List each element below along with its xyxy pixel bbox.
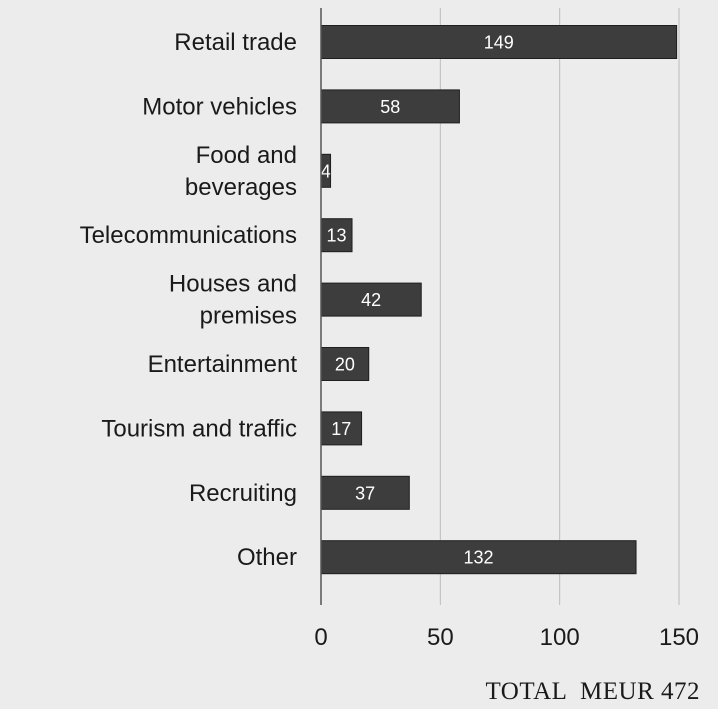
data-label: 132	[463, 548, 493, 568]
bar	[320, 25, 678, 59]
category-label: premises	[200, 303, 297, 330]
category-label: Houses and	[169, 271, 297, 298]
category-labels: Retail trade Motor vehicles Food and bevera…	[80, 29, 298, 571]
category-label: Recruiting	[189, 480, 297, 507]
data-label: 42	[361, 290, 381, 310]
bar	[320, 475, 410, 510]
data-label: 4	[321, 161, 331, 181]
bar	[320, 282, 422, 317]
x-tick-label: 0	[314, 624, 327, 651]
data-label: 17	[331, 419, 351, 439]
x-tick-label: 50	[427, 624, 454, 651]
category-label: Telecommunications	[80, 222, 297, 249]
category-label: Tourism and traffic	[101, 415, 297, 442]
gridlines	[439, 8, 680, 605]
category-label: Retail trade	[174, 29, 297, 56]
category-label: Other	[237, 544, 297, 571]
data-label: 13	[326, 226, 346, 246]
bar	[320, 89, 460, 124]
data-label: 20	[335, 355, 355, 375]
bars: 149 58 4 13 42 20 17 37 132	[320, 25, 678, 575]
bar	[320, 347, 370, 381]
data-label: 37	[355, 483, 375, 503]
data-label: 149	[484, 33, 514, 53]
category-label: Motor vehicles	[142, 93, 297, 120]
x-tick-labels: 0 50 100 150	[314, 624, 699, 651]
x-tick-label: 150	[659, 624, 699, 651]
data-label: 58	[380, 97, 400, 117]
total-label: TOTAL MEUR 472	[485, 678, 700, 705]
x-tick-label: 100	[540, 624, 580, 651]
bar	[320, 540, 637, 575]
bar	[320, 411, 363, 446]
category-label: Entertainment	[148, 351, 298, 378]
category-label: beverages	[185, 174, 297, 201]
category-label: Food and	[196, 142, 297, 169]
